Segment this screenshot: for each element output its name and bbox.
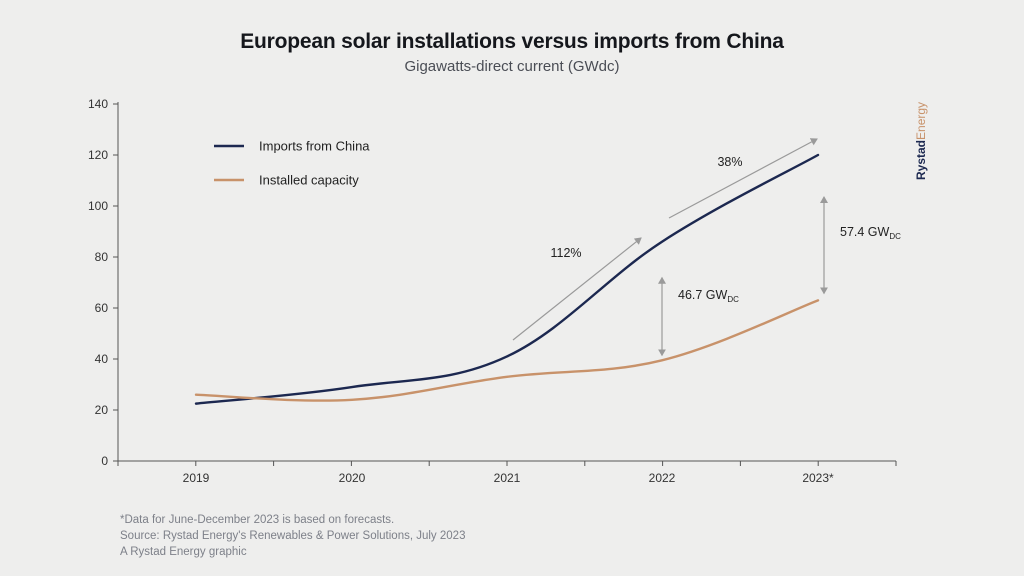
x-tick-label: 2022 (649, 471, 676, 485)
y-tick-label: 100 (88, 199, 108, 213)
chart-subtitle: Gigawatts-direct current (GWdc) (404, 58, 620, 75)
brand-part-rystad: Rystad (914, 140, 928, 180)
gap-label-2022-value: 46.7 GW (678, 288, 728, 302)
x-tick-label: 2020 (339, 471, 366, 485)
y-tick-label: 140 (88, 97, 108, 111)
y-tick-label: 0 (101, 454, 108, 468)
brand-wordmark: RystadEnergy (914, 102, 928, 180)
legend: Imports from China Installed capacity (214, 139, 370, 188)
gap-label-2022: 46.7 GWDC (678, 288, 739, 304)
gap-label-2022-subscript: DC (727, 295, 739, 304)
x-tick-label: 2023* (802, 471, 834, 485)
brand-logo: RystadEnergy (914, 102, 928, 180)
series-lines (194, 153, 820, 405)
brand-part-energy: Energy (914, 102, 928, 140)
axes: 0 20 40 60 80 100 120 140 2019 2020 2021 2022 2023* (88, 97, 897, 485)
legend-label: Imports from China (259, 139, 370, 154)
chart-title: European solar installations versus impo… (240, 30, 784, 53)
y-tick-label: 80 (95, 250, 109, 264)
growth-arrow-2022-2023 (668, 138, 818, 219)
growth-arrow-2021-2022 (512, 237, 642, 341)
gap-label-2023: 57.4 GWDC (840, 225, 901, 241)
growth-label-38: 38% (717, 155, 742, 169)
footnote-source: Source: Rystad Energy's Renewables & Pow… (120, 530, 466, 542)
footnote-credit: A Rystad Energy graphic (120, 546, 247, 558)
imports-from-china-line (194, 153, 820, 405)
footnote-forecast: *Data for June-December 2023 is based on… (120, 514, 395, 526)
gap-label-2023-subscript: DC (889, 232, 901, 241)
x-tick-label: 2021 (494, 471, 521, 485)
gap-label-2023-value: 57.4 GW (840, 225, 890, 239)
growth-label-112: 112% (550, 246, 581, 260)
y-tick-label: 20 (95, 403, 109, 417)
y-tick-label: 40 (95, 352, 109, 366)
installed-capacity-line (194, 299, 820, 402)
y-tick-label: 120 (88, 148, 108, 162)
legend-label: Installed capacity (259, 173, 359, 188)
y-tick-label: 60 (95, 301, 109, 315)
x-tick-label: 2019 (183, 471, 210, 485)
